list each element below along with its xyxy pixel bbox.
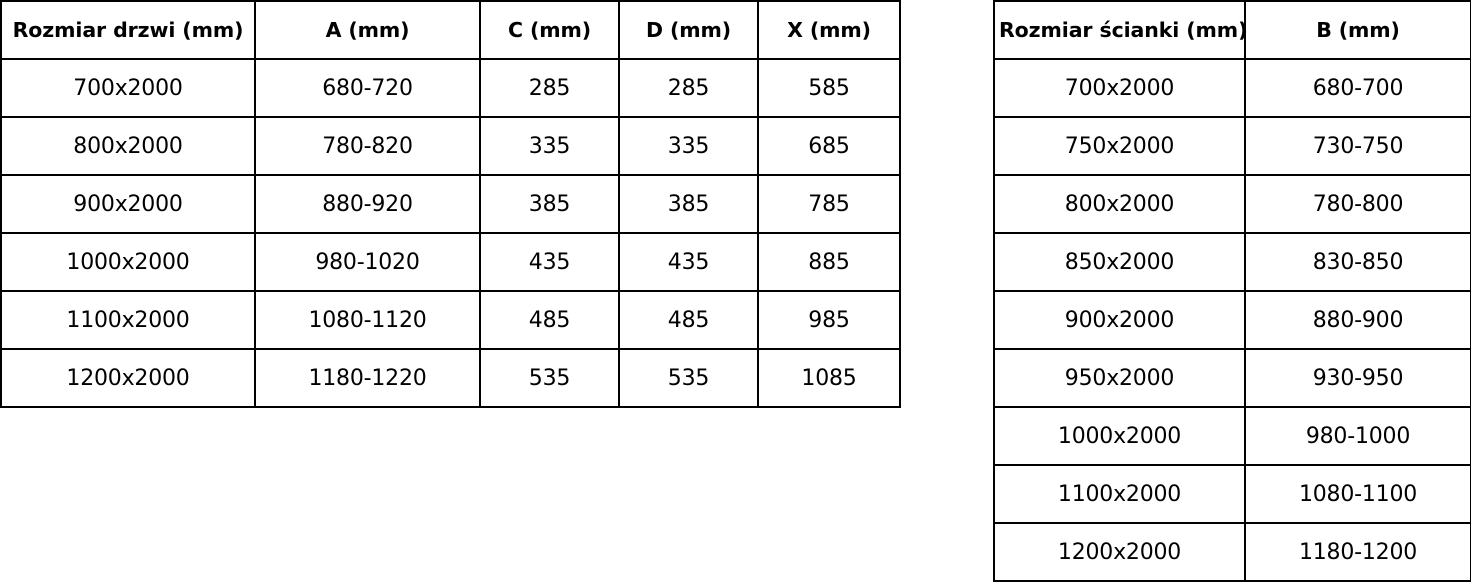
cell-d: 385	[618, 174, 759, 234]
cell-wall-size: 850x2000	[993, 232, 1246, 292]
table-row: 850x2000 830-850	[993, 232, 1471, 292]
table-row: 700x2000 680-700	[993, 58, 1471, 118]
cell-wall-size: 700x2000	[993, 58, 1246, 118]
cell-wall-size: 950x2000	[993, 348, 1246, 408]
cell-d: 535	[618, 348, 759, 408]
cell-wall-size: 900x2000	[993, 290, 1246, 350]
table-row: 1100x2000 1080-1120 485 485 985	[0, 290, 901, 350]
cell-a: 980-1020	[254, 232, 481, 292]
table-row: 800x2000 780-820 335 335 685	[0, 116, 901, 176]
cell-x: 785	[757, 174, 901, 234]
cell-x: 1085	[757, 348, 901, 408]
cell-a: 880-920	[254, 174, 481, 234]
cell-wall-size: 1100x2000	[993, 464, 1246, 524]
table-row: 700x2000 680-720 285 285 585	[0, 58, 901, 118]
table-row: 950x2000 930-950	[993, 348, 1471, 408]
column-header-b: B (mm)	[1244, 0, 1471, 60]
cell-b: 980-1000	[1244, 406, 1471, 466]
cell-d: 285	[618, 58, 759, 118]
table-row: 900x2000 880-920 385 385 785	[0, 174, 901, 234]
cell-c: 485	[479, 290, 620, 350]
cell-x: 885	[757, 232, 901, 292]
column-header-d: D (mm)	[618, 0, 759, 60]
cell-door-size: 800x2000	[0, 116, 256, 176]
table-header-row: Rozmiar drzwi (mm) A (mm) C (mm) D (mm) …	[0, 0, 901, 60]
cell-d: 485	[618, 290, 759, 350]
cell-c: 335	[479, 116, 620, 176]
cell-b: 680-700	[1244, 58, 1471, 118]
cell-b: 830-850	[1244, 232, 1471, 292]
table-row: 1000x2000 980-1020 435 435 885	[0, 232, 901, 292]
cell-door-size: 1100x2000	[0, 290, 256, 350]
cell-x: 985	[757, 290, 901, 350]
column-header-a: A (mm)	[254, 0, 481, 60]
door-table-header: Rozmiar drzwi (mm) A (mm) C (mm) D (mm) …	[0, 0, 901, 60]
cell-b: 730-750	[1244, 116, 1471, 176]
cell-wall-size: 1000x2000	[993, 406, 1246, 466]
table-row: 900x2000 880-900	[993, 290, 1471, 350]
table-row: 750x2000 730-750	[993, 116, 1471, 176]
cell-a: 1080-1120	[254, 290, 481, 350]
column-header-x: X (mm)	[757, 0, 901, 60]
cell-x: 585	[757, 58, 901, 118]
door-size-table: Rozmiar drzwi (mm) A (mm) C (mm) D (mm) …	[0, 0, 901, 408]
cell-a: 680-720	[254, 58, 481, 118]
cell-c: 535	[479, 348, 620, 408]
cell-d: 435	[618, 232, 759, 292]
table-row: 1100x2000 1080-1100	[993, 464, 1471, 524]
cell-b: 880-900	[1244, 290, 1471, 350]
door-table-body: 700x2000 680-720 285 285 585 800x2000 78…	[0, 58, 901, 408]
column-header-c: C (mm)	[479, 0, 620, 60]
cell-b: 1080-1100	[1244, 464, 1471, 524]
wall-table-body: 700x2000 680-700 750x2000 730-750 800x20…	[993, 58, 1471, 582]
cell-b: 780-800	[1244, 174, 1471, 234]
cell-door-size: 1200x2000	[0, 348, 256, 408]
column-header-door-size: Rozmiar drzwi (mm)	[0, 0, 256, 60]
table-row: 1200x2000 1180-1220 535 535 1085	[0, 348, 901, 408]
cell-a: 780-820	[254, 116, 481, 176]
wall-table-header: Rozmiar ścianki (mm) B (mm)	[993, 0, 1471, 60]
cell-door-size: 1000x2000	[0, 232, 256, 292]
cell-wall-size: 750x2000	[993, 116, 1246, 176]
table-row: 800x2000 780-800	[993, 174, 1471, 234]
cell-c: 435	[479, 232, 620, 292]
cell-b: 930-950	[1244, 348, 1471, 408]
cell-x: 685	[757, 116, 901, 176]
cell-b: 1180-1200	[1244, 522, 1471, 582]
cell-c: 385	[479, 174, 620, 234]
cell-a: 1180-1220	[254, 348, 481, 408]
cell-door-size: 700x2000	[0, 58, 256, 118]
column-header-wall-size: Rozmiar ścianki (mm)	[993, 0, 1246, 60]
cell-c: 285	[479, 58, 620, 118]
table-header-row: Rozmiar ścianki (mm) B (mm)	[993, 0, 1471, 60]
table-row: 1200x2000 1180-1200	[993, 522, 1471, 582]
cell-wall-size: 1200x2000	[993, 522, 1246, 582]
cell-d: 335	[618, 116, 759, 176]
table-row: 1000x2000 980-1000	[993, 406, 1471, 466]
wall-panel-size-table: Rozmiar ścianki (mm) B (mm) 700x2000 680…	[993, 0, 1471, 582]
cell-wall-size: 800x2000	[993, 174, 1246, 234]
cell-door-size: 900x2000	[0, 174, 256, 234]
